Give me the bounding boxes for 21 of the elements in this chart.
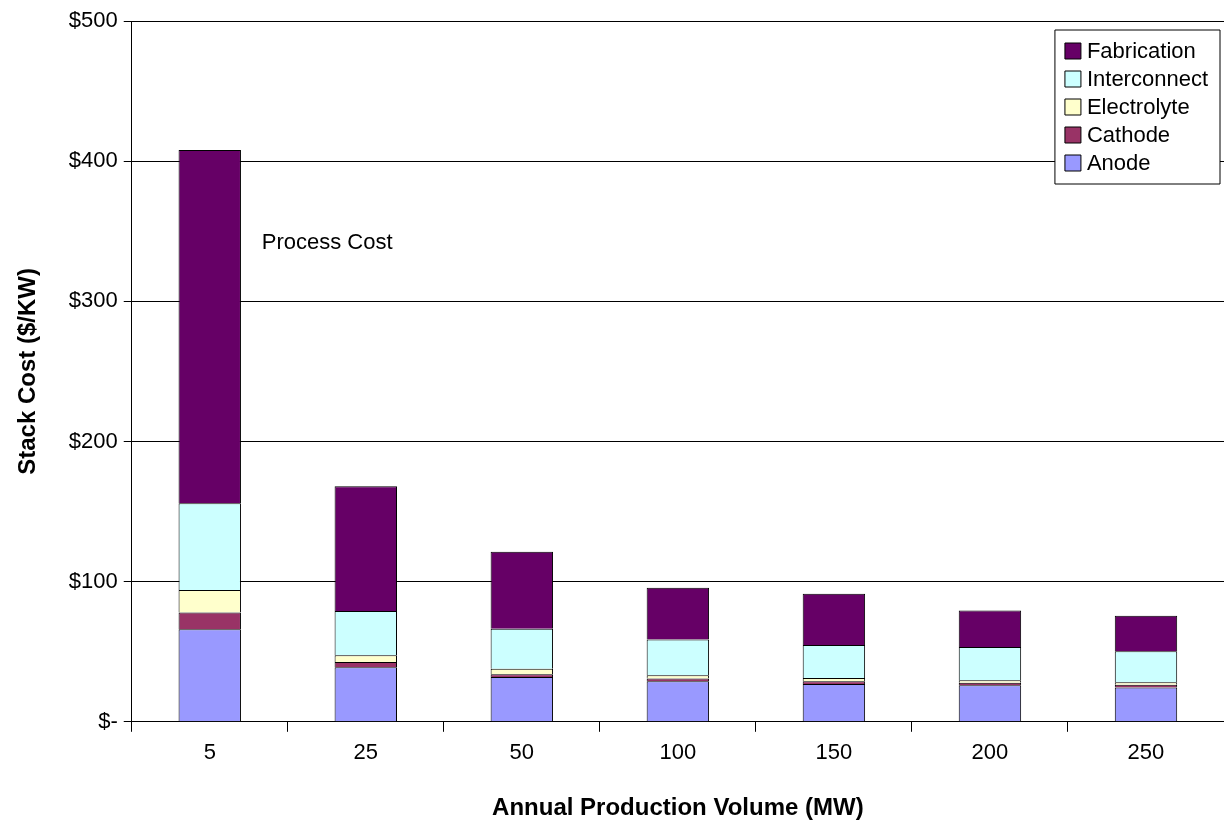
legend-label: Anode [1086, 150, 1151, 176]
annotation: Process Cost [261, 229, 393, 255]
x-tick-label: 100 [659, 739, 697, 765]
x-axis-title: Annual Production Volume (MW) [492, 793, 864, 821]
x-tick-label: 50 [509, 739, 535, 765]
legend-label: Interconnect [1086, 66, 1208, 92]
y-tick-label: $500 [68, 7, 118, 33]
x-tick-label: 5 [203, 739, 216, 765]
y-tick-label: $400 [68, 147, 118, 173]
x-tick-label: 25 [353, 739, 379, 765]
y-tick-label: $300 [68, 287, 118, 313]
y-tick-label: $200 [68, 427, 118, 453]
y-tick-label: $100 [68, 567, 118, 593]
y-axis-title: Stack Cost ($/KW) [13, 268, 41, 475]
x-tick-label: 200 [971, 739, 1009, 765]
legend-label: Cathode [1086, 122, 1171, 148]
x-tick-label: 150 [815, 739, 853, 765]
legend-label: Electrolyte [1086, 94, 1190, 120]
y-tick-label: $- [98, 707, 118, 733]
x-tick-label: 250 [1127, 739, 1165, 765]
legend-label: Fabrication [1086, 38, 1196, 64]
